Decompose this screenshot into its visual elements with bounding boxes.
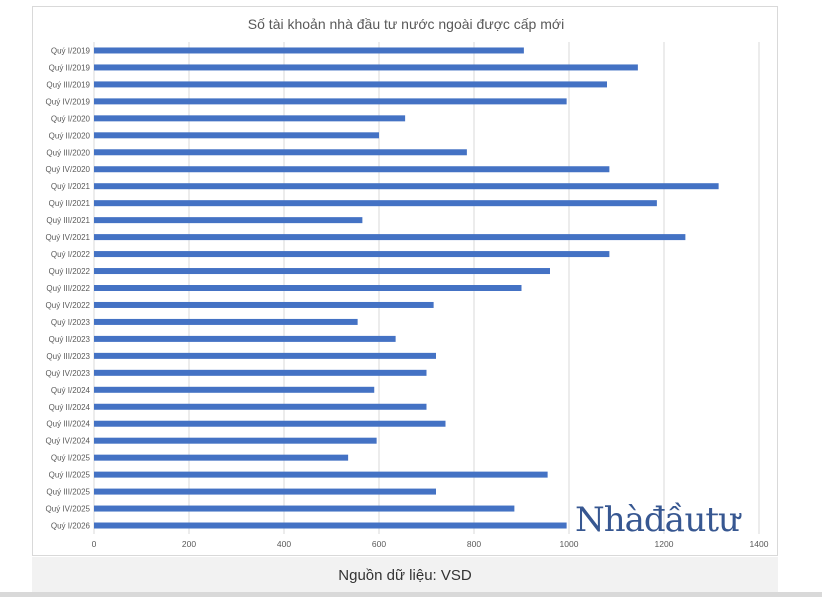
bar [94, 301, 434, 308]
category-label: Quý IV/2024 [46, 437, 91, 446]
category-label: Quý III/2021 [46, 216, 90, 225]
category-label: Quý IV/2022 [46, 301, 91, 310]
bar [94, 132, 379, 139]
watermark-logo: Nhàđầutư [575, 500, 740, 540]
category-label: Quý I/2022 [51, 250, 91, 259]
category-label: Quý IV/2020 [46, 165, 91, 174]
category-label: Quý I/2020 [51, 114, 91, 123]
category-label: Quý II/2025 [49, 471, 91, 480]
bar [94, 488, 436, 495]
x-tick-label: 0 [92, 539, 97, 549]
x-tick-label: 200 [182, 539, 196, 549]
category-label: Quý III/2020 [46, 148, 90, 157]
category-label: Quý II/2023 [49, 335, 91, 344]
bar [94, 369, 427, 376]
bar [94, 166, 610, 173]
x-tick-label: 400 [277, 539, 291, 549]
bar [94, 437, 377, 444]
x-tick-label: 600 [372, 539, 386, 549]
category-label: Quý II/2024 [49, 403, 91, 412]
bar-chart: 0 200 400 600 800 1000 1200 1400 Quý I/2019 Quý I… [46, 42, 769, 549]
category-label: Quý II/2019 [49, 63, 91, 72]
bar [94, 64, 638, 71]
category-label: Quý III/2023 [46, 352, 90, 361]
bar [94, 115, 406, 122]
bar [94, 200, 657, 207]
category-label: Quý I/2026 [51, 522, 91, 531]
x-tick-label: 1400 [750, 539, 769, 549]
bottom-strip [0, 592, 822, 597]
caption-bar: Nguồn dữ liệu: VSD [32, 557, 778, 597]
category-label: Quý I/2021 [51, 182, 91, 191]
bar [94, 234, 686, 241]
bar [94, 47, 524, 54]
x-tick-label: 800 [467, 539, 481, 549]
category-label: Quý III/2024 [46, 420, 90, 429]
bar [94, 285, 522, 291]
category-label: Quý I/2019 [51, 46, 91, 55]
bar [94, 454, 349, 461]
category-label: Quý III/2019 [46, 80, 90, 89]
category-label: Quý IV/2025 [46, 505, 91, 514]
bar [94, 98, 567, 105]
category-label: Quý II/2021 [49, 199, 91, 208]
category-label: Quý I/2025 [51, 454, 91, 463]
x-tick-label: 1200 [655, 539, 674, 549]
category-label: Quý II/2020 [49, 131, 91, 140]
bar [94, 420, 446, 427]
category-label: Quý I/2024 [51, 386, 91, 395]
bar [94, 183, 719, 190]
category-label: Quý IV/2023 [46, 369, 91, 378]
bar [94, 352, 436, 359]
bar [94, 471, 548, 478]
chart-title: Số tài khoản nhà đầu tư nước ngoài được … [247, 16, 565, 32]
bar [94, 81, 607, 88]
category-label: Quý II/2022 [49, 267, 91, 276]
bar [94, 318, 358, 325]
bar [94, 268, 550, 275]
category-label: Quý IV/2019 [46, 97, 91, 106]
chart-frame: Số tài khoản nhà đầu tư nước ngoài được … [32, 6, 778, 556]
bar [94, 149, 467, 156]
bar [94, 251, 610, 258]
bar [94, 335, 396, 342]
bar [94, 522, 567, 529]
bar [94, 403, 427, 410]
bar [94, 505, 515, 512]
category-label: Quý I/2023 [51, 318, 91, 327]
category-label: Quý III/2022 [46, 284, 90, 293]
bar [94, 217, 363, 224]
x-tick-label: 1000 [560, 539, 579, 549]
source-caption: Nguồn dữ liệu: VSD [338, 567, 472, 584]
category-label: Quý IV/2021 [46, 233, 91, 242]
category-label: Quý III/2025 [46, 488, 90, 497]
bar [94, 386, 375, 393]
